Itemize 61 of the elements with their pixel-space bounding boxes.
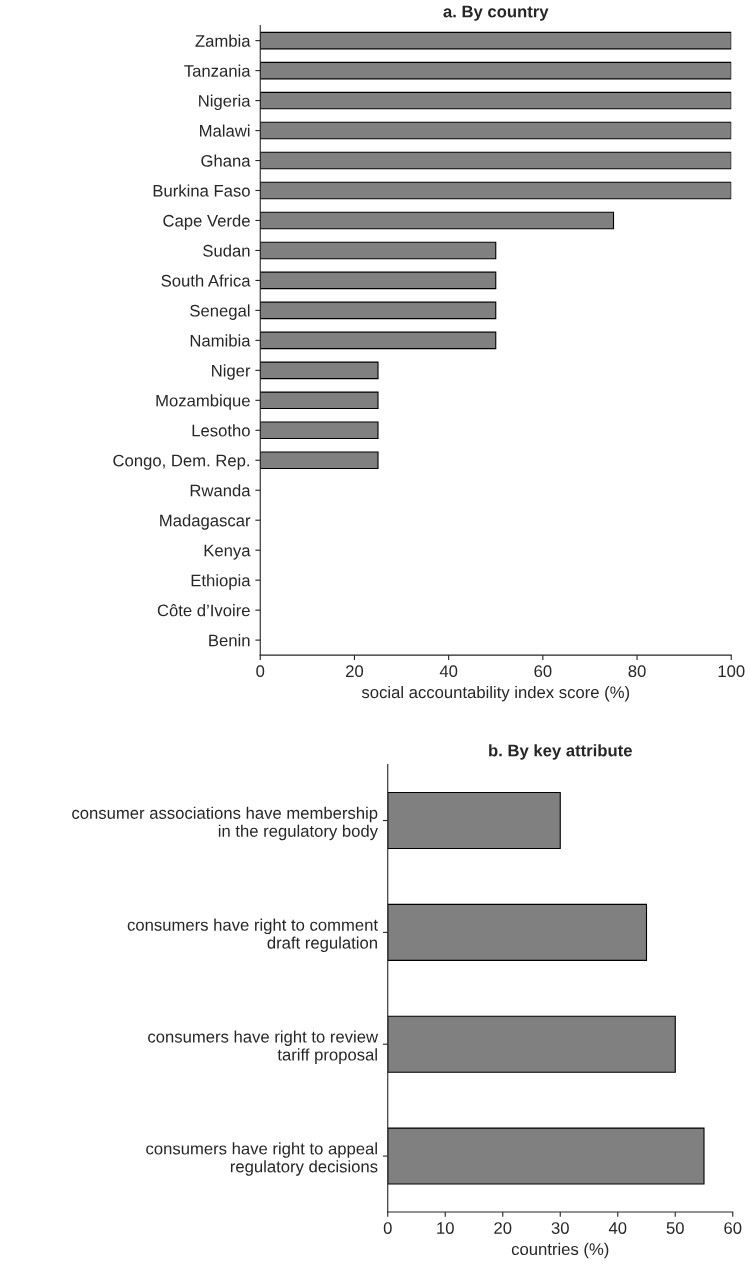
y-tick-label: consumers have right to review tariff proposal [148, 1030, 379, 1064]
x-tick-label: 20 [494, 1222, 512, 1234]
x-axis-title: countries (%) [511, 1242, 609, 1259]
bar [260, 91, 732, 110]
bar [387, 1015, 676, 1073]
bar [260, 361, 379, 380]
y-tick-label: Côte d’Ivoire [157, 604, 250, 617]
y-tick-label: Burkina Faso [153, 184, 250, 197]
y-tick-label: Sudan [203, 244, 250, 257]
x-tick-label: 80 [628, 665, 646, 678]
y-tick-label: Congo, Dem. Rep. [113, 454, 250, 470]
bar [387, 1127, 705, 1185]
x-tick-label: 0 [256, 665, 265, 678]
bar [260, 31, 732, 50]
bar [260, 181, 732, 200]
bar [260, 61, 732, 80]
bar [260, 121, 732, 140]
x-tick-label: 40 [439, 665, 458, 678]
y-tick-label: Malawi [200, 124, 250, 137]
bar [260, 331, 497, 350]
bar [260, 391, 379, 410]
bar [260, 241, 497, 260]
y-tick-label: Cape Verde [163, 214, 250, 230]
bar [260, 271, 497, 290]
chart-title: a. By country [443, 5, 549, 21]
y-tick-label: consumers have right to appeal regulatory decisions [146, 1142, 378, 1176]
x-tick-label: 0 [383, 1222, 392, 1234]
x-tick-label: 60 [724, 1222, 742, 1234]
y-tick-label: Kenya [204, 544, 251, 560]
y-tick-label: Senegal [190, 304, 250, 320]
y-tick-label: Tanzania [184, 64, 251, 77]
bar [260, 451, 379, 470]
y-tick-label: Rwanda [190, 484, 251, 497]
bar [387, 903, 648, 961]
bar [260, 151, 732, 170]
chart-title: b. By key attribute [489, 744, 632, 760]
x-axis-title: social accountability index score (%) [361, 685, 630, 702]
x-tick-label: 60 [534, 665, 552, 678]
y-tick-label: consumers have right to comment draft regulation [127, 918, 378, 953]
x-tick-label: 10 [437, 1222, 454, 1234]
y-tick-label: Niger [212, 364, 251, 380]
bar [260, 211, 615, 230]
y-tick-label: Madagascar [160, 514, 251, 530]
y-tick-label: South Africa [161, 274, 251, 287]
x-tick-label: 20 [346, 665, 364, 678]
bar [387, 791, 561, 850]
y-tick-label: consumer associations have membership in the regulatory body [72, 806, 379, 841]
y-tick-label: Zambia [195, 34, 251, 47]
x-tick-label: 100 [718, 665, 745, 678]
x-tick-label: 50 [666, 1222, 684, 1234]
x-tick-label: 40 [608, 1222, 627, 1234]
x-tick-label: 30 [551, 1222, 569, 1234]
y-tick-label: Mozambique [156, 394, 250, 410]
bar [260, 421, 379, 440]
y-tick-label: Nigeria [199, 94, 251, 111]
y-tick-label: Lesotho [192, 424, 250, 437]
y-tick-label: Ethiopia [191, 574, 251, 590]
y-tick-label: Namibia [190, 334, 251, 347]
bar [260, 301, 497, 320]
y-tick-label: Ghana [201, 154, 251, 167]
y-tick-label: Benin [209, 634, 250, 647]
